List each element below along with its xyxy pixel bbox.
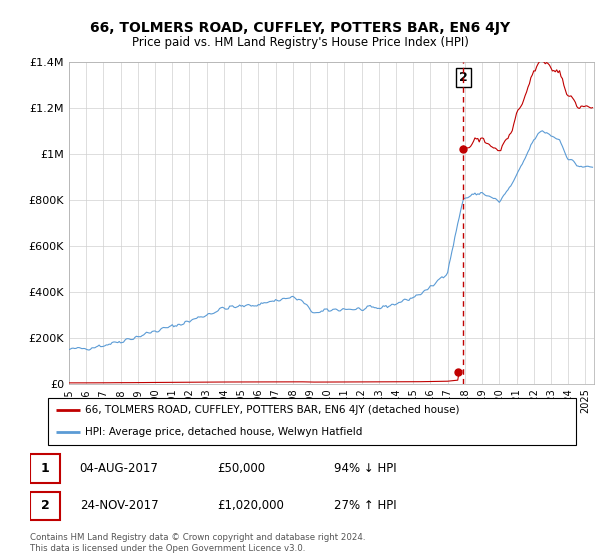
Text: 2: 2: [459, 71, 467, 84]
Text: 1: 1: [41, 461, 49, 475]
Text: 04-AUG-2017: 04-AUG-2017: [80, 461, 158, 475]
Text: 2: 2: [41, 500, 49, 512]
Text: Price paid vs. HM Land Registry's House Price Index (HPI): Price paid vs. HM Land Registry's House …: [131, 36, 469, 49]
FancyBboxPatch shape: [30, 492, 61, 520]
FancyBboxPatch shape: [48, 398, 576, 445]
Text: £1,020,000: £1,020,000: [218, 500, 284, 512]
Text: 24-NOV-2017: 24-NOV-2017: [80, 500, 158, 512]
Text: 27% ↑ HPI: 27% ↑ HPI: [334, 500, 396, 512]
Text: 66, TOLMERS ROAD, CUFFLEY, POTTERS BAR, EN6 4JY: 66, TOLMERS ROAD, CUFFLEY, POTTERS BAR, …: [90, 21, 510, 35]
FancyBboxPatch shape: [30, 454, 61, 483]
Text: HPI: Average price, detached house, Welwyn Hatfield: HPI: Average price, detached house, Welw…: [85, 427, 362, 437]
Text: £50,000: £50,000: [218, 461, 266, 475]
Text: 66, TOLMERS ROAD, CUFFLEY, POTTERS BAR, EN6 4JY (detached house): 66, TOLMERS ROAD, CUFFLEY, POTTERS BAR, …: [85, 405, 460, 416]
Text: 94% ↓ HPI: 94% ↓ HPI: [334, 461, 396, 475]
Text: Contains HM Land Registry data © Crown copyright and database right 2024.
This d: Contains HM Land Registry data © Crown c…: [30, 533, 365, 553]
